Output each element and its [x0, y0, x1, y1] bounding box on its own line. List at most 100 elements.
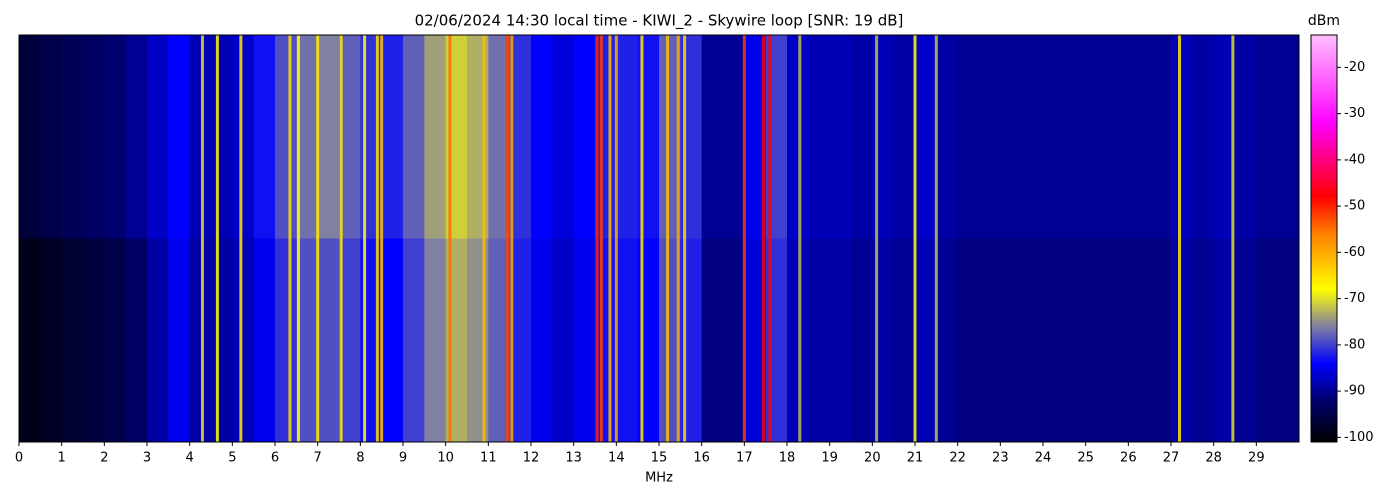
heatmap-cell: [232, 238, 255, 443]
signal-line: [934, 35, 938, 442]
signal-line: [608, 35, 612, 442]
heatmap-cell: [424, 35, 447, 239]
heatmap-cell: [1277, 35, 1300, 239]
heatmap-cell: [1000, 238, 1023, 443]
heatmap-cell: [317, 35, 340, 239]
signal-line: [640, 35, 644, 442]
heatmap-cell: [1085, 35, 1108, 239]
signal-line: [1231, 35, 1235, 442]
x-tick-label: 6: [271, 451, 279, 466]
heatmap-cell: [296, 238, 319, 443]
x-tick-label: 20: [864, 451, 881, 466]
signal-line: [288, 35, 292, 442]
x-tick-label: 24: [1035, 451, 1052, 466]
heatmap-cell: [573, 238, 596, 443]
heatmap-cell: [1021, 35, 1044, 239]
colorbar-tick-label: -100: [1344, 430, 1374, 445]
signal-line: [316, 35, 320, 442]
colorbar-tick-label: -70: [1344, 291, 1365, 306]
heatmap-cell: [211, 35, 233, 239]
heatmap-cell: [1171, 238, 1193, 443]
heatmap-cell: [616, 35, 639, 239]
heatmap-cell: [701, 35, 724, 239]
heatmap-cell: [573, 35, 596, 239]
heatmap-cell: [488, 35, 511, 239]
x-tick-label: 19: [821, 451, 838, 466]
signal-line: [215, 35, 219, 442]
heatmap-cell: [125, 238, 148, 443]
heatmap-cell: [787, 35, 809, 239]
heatmap-cell: [232, 35, 255, 239]
chart-title: 02/06/2024 14:30 local time - KIWI_2 - S…: [415, 12, 904, 31]
x-tick-label: 10: [437, 451, 454, 466]
x-tick-label: 14: [608, 451, 625, 466]
heatmap-cell: [1021, 238, 1044, 443]
heatmap-cell: [83, 238, 105, 443]
x-axis-label: MHz: [645, 471, 673, 486]
heatmap-cell: [552, 35, 575, 239]
heatmap-cell: [829, 238, 852, 443]
signal-line: [875, 35, 879, 442]
heatmap-cell: [915, 238, 937, 443]
heatmap-cell: [253, 35, 276, 239]
heatmap-cell: [552, 238, 575, 443]
heatmap-cell: [744, 238, 767, 443]
heatmap-cell: [744, 35, 767, 239]
x-tick-label: 0: [15, 451, 23, 466]
signal-line: [614, 35, 618, 442]
heatmap-cell: [531, 238, 553, 443]
heatmap-cell: [1235, 238, 1257, 443]
heatmap-cell: [189, 35, 212, 239]
colorbar-tick-label: -60: [1344, 245, 1365, 260]
colorbar-tick-label: -40: [1344, 152, 1365, 167]
heatmap-cell: [1000, 35, 1023, 239]
heatmap-cell: [829, 35, 852, 239]
heatmap-cell: [851, 238, 873, 443]
heatmap-cell: [1277, 238, 1300, 443]
heatmap-cell: [83, 35, 105, 239]
heatmap-cell: [1043, 35, 1065, 239]
signal-line: [482, 35, 486, 442]
x-tick-label: 7: [314, 451, 322, 466]
heatmap-cell: [893, 238, 916, 443]
x-tick-label: 16: [693, 451, 710, 466]
signal-line: [200, 35, 204, 442]
heatmap-cell: [1128, 238, 1151, 443]
x-tick-label: 9: [399, 451, 407, 466]
heatmap-cell: [936, 238, 959, 443]
heatmap-cell: [488, 238, 511, 443]
x-tick-label: 26: [1120, 451, 1137, 466]
heatmap-cell: [61, 35, 84, 239]
x-tick-label: 27: [1163, 451, 1180, 466]
heatmap-cell: [168, 35, 191, 239]
heatmap-cell: [104, 238, 127, 443]
signal-line: [676, 35, 680, 442]
heatmap-cell: [147, 238, 169, 443]
heatmap-cell: [275, 238, 297, 443]
heatmap-cell: [808, 238, 831, 443]
x-tick-label: 11: [480, 451, 497, 466]
x-tick-label: 8: [356, 451, 364, 466]
x-tick-label: 3: [143, 451, 151, 466]
heatmap-cell: [1064, 35, 1087, 239]
x-tick-label: 12: [523, 451, 540, 466]
heatmap-cell: [1149, 238, 1172, 443]
signal-line: [448, 35, 452, 442]
heatmap-cell: [723, 238, 745, 443]
colorbar-tick-label: -80: [1344, 337, 1365, 352]
x-tick-label: 15: [651, 451, 668, 466]
heatmap-cell: [659, 35, 681, 239]
x-tick-label: 4: [186, 451, 194, 466]
heatmap-cell: [1256, 35, 1279, 239]
heatmap-cell: [125, 35, 148, 239]
x-tick-label: 23: [992, 451, 1009, 466]
heatmap-cell: [19, 35, 41, 239]
heatmap-cell: [1213, 238, 1236, 443]
heatmap-cell: [403, 238, 425, 443]
heatmap-cell: [936, 35, 959, 239]
heatmap-cell: [701, 238, 724, 443]
heatmap-cell: [1149, 35, 1172, 239]
heatmap-cell: [1107, 35, 1129, 239]
heatmap-cell: [317, 238, 340, 443]
